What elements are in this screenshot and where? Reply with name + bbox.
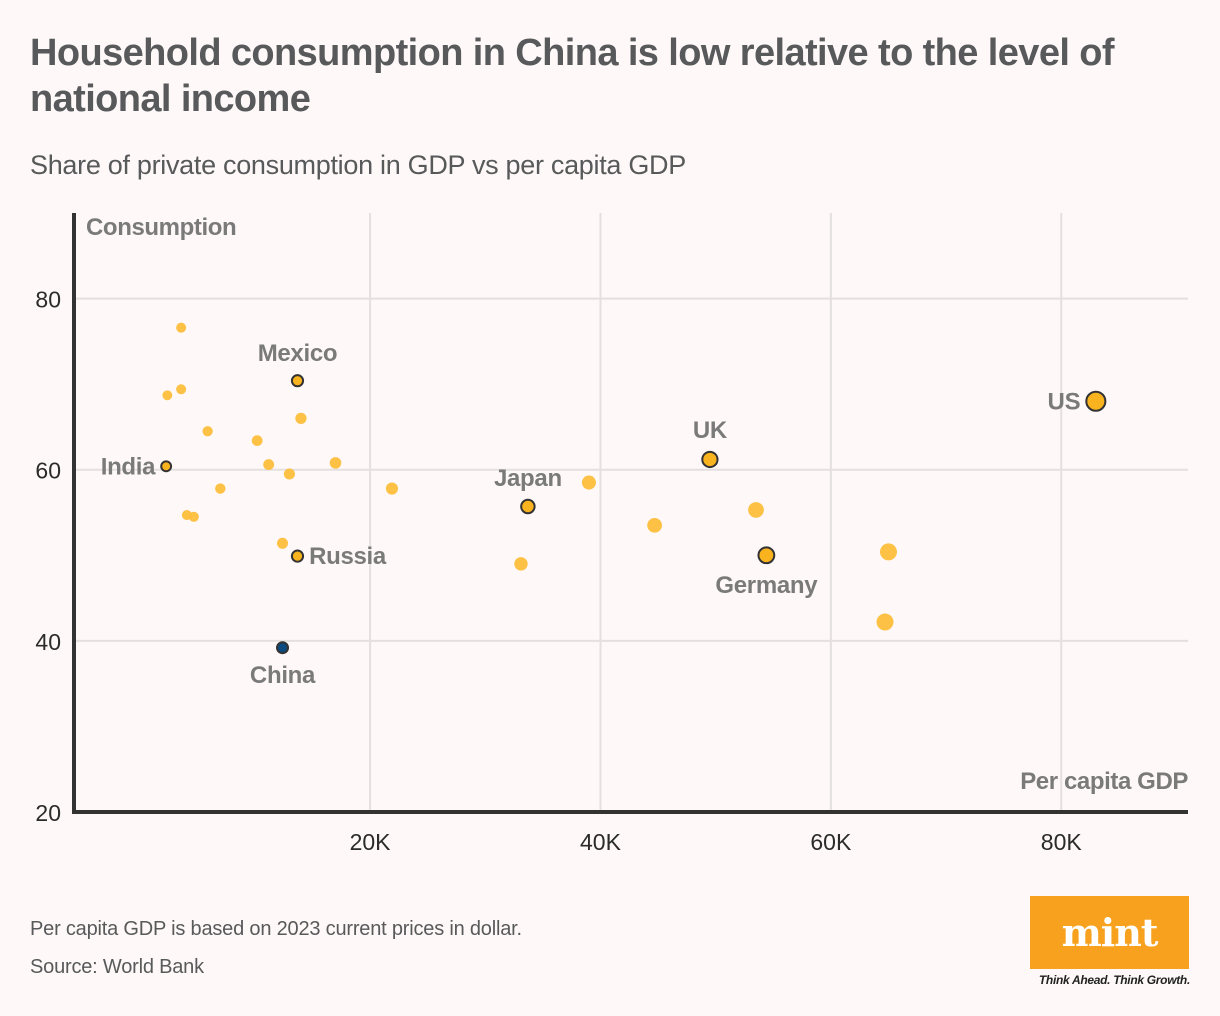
data-point-mexico — [290, 374, 305, 388]
data-point — [385, 482, 399, 495]
data-point — [879, 543, 897, 561]
data-point-india — [160, 460, 173, 473]
point-label-uk: UK — [693, 417, 728, 444]
data-point — [202, 426, 213, 437]
data-points — [160, 322, 1107, 655]
gridlines — [74, 213, 1188, 812]
data-point-us — [1085, 390, 1107, 412]
data-point — [176, 322, 187, 333]
data-point-russia — [290, 549, 305, 563]
point-label-japan: Japan — [494, 465, 562, 492]
point-label-us: US — [1048, 388, 1081, 415]
y-tick-label: 20 — [35, 800, 61, 826]
data-point — [581, 475, 596, 490]
y-axis-title: Consumption — [86, 214, 236, 241]
axes — [72, 213, 1188, 814]
data-point — [176, 384, 187, 395]
data-point — [188, 511, 199, 522]
x-tick-label: 60K — [810, 829, 852, 855]
data-point-japan — [520, 498, 536, 515]
data-point — [876, 613, 894, 631]
data-point — [215, 483, 226, 494]
x-tick-label: 80K — [1041, 829, 1083, 855]
tick-labels: 20K 40K 60K 80K 20 40 80 60 — [35, 287, 1082, 855]
data-point — [647, 517, 662, 533]
mint-logo: mint — [1030, 896, 1189, 969]
point-label-russia: Russia — [309, 543, 387, 570]
data-point — [251, 435, 263, 447]
data-point — [295, 412, 307, 424]
data-point — [277, 537, 289, 549]
brand-tagline: Think Ahead. Think Growth. — [1038, 973, 1190, 987]
footnote: Per capita GDP is based on 2023 current … — [30, 918, 522, 940]
point-label-germany: Germany — [715, 572, 818, 599]
point-label-mexico: Mexico — [258, 340, 338, 367]
data-point — [263, 459, 275, 471]
data-point — [283, 468, 295, 480]
point-labels: Mexico India Russia China Japan UK Germany US — [101, 340, 1081, 689]
data-point-uk — [701, 450, 719, 469]
y-tick-label: 40 — [35, 629, 61, 655]
x-tick-label: 40K — [580, 829, 622, 855]
data-point — [162, 390, 173, 401]
y-tick-label: 80 — [35, 287, 61, 313]
x-tick-label: 20K — [350, 829, 392, 855]
data-point — [748, 502, 764, 518]
logo-text: mint — [1061, 910, 1159, 955]
x-axis-title: Per capita GDP — [1020, 768, 1188, 795]
data-point — [329, 457, 342, 469]
data-point-china — [276, 641, 290, 655]
chart-subtitle: Share of private consumption in GDP vs p… — [30, 150, 686, 180]
point-label-china: China — [250, 662, 316, 689]
y-tick-label: 60 — [35, 458, 61, 484]
data-point-germany — [757, 546, 776, 565]
source-note: Source: World Bank — [30, 956, 204, 978]
data-point — [514, 557, 528, 571]
chart-title: Household consumption in China is low re… — [30, 32, 1115, 120]
point-label-india: India — [101, 453, 156, 480]
